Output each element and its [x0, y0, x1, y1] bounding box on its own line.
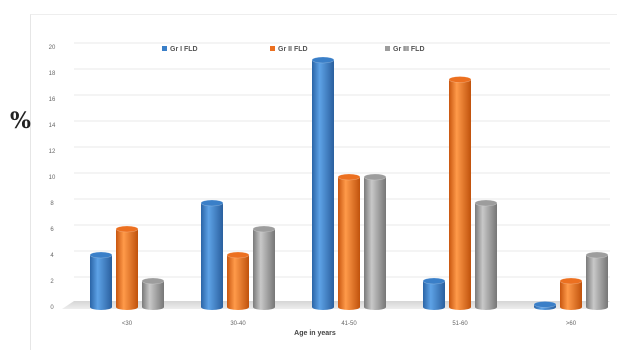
- x-tick-label: <30: [122, 321, 133, 327]
- legend-item: Gr II FLD: [270, 46, 308, 53]
- y-tick-label: 14: [49, 123, 56, 129]
- y-axis-label: %: [10, 108, 31, 134]
- y-tick-label: 18: [49, 71, 56, 77]
- bar: [226, 251, 250, 310]
- chart-frame: [30, 14, 617, 350]
- bar: [585, 251, 609, 310]
- y-tick-label: 2: [50, 279, 54, 285]
- bar: [363, 173, 387, 310]
- bars: [89, 56, 609, 310]
- bar: [422, 277, 446, 310]
- legend-label: Gr II FLD: [278, 46, 308, 53]
- legend: Gr I FLD Gr II FLD Gr III FLD: [162, 46, 425, 53]
- y-tick-label: 10: [49, 175, 56, 181]
- bar: [141, 277, 165, 310]
- bar: [252, 225, 276, 310]
- bar: [115, 225, 139, 310]
- legend-swatch: [385, 46, 390, 51]
- legend-item: Gr III FLD: [385, 46, 425, 53]
- x-tick-label: 51-60: [452, 321, 468, 327]
- bar: [448, 76, 472, 310]
- bar: [533, 301, 557, 310]
- y-tick-label: 4: [50, 253, 54, 259]
- gridlines: [74, 42, 610, 278]
- y-tick-label: 20: [49, 45, 56, 51]
- bar: [559, 277, 583, 310]
- y-tick-label: 0: [50, 305, 54, 311]
- bar: [200, 199, 224, 310]
- bar: [474, 199, 498, 310]
- x-tick-label: >60: [566, 321, 577, 327]
- x-tick-label: 30-40: [230, 321, 246, 327]
- legend-swatch: [270, 46, 275, 51]
- bar: [337, 173, 361, 310]
- y-tick-label: 6: [50, 227, 54, 233]
- x-tick-label: 41-50: [341, 321, 357, 327]
- y-tick-labels: 0 2 4 6 8 10 12 14 16 18 20: [49, 45, 56, 311]
- legend-label: Gr III FLD: [393, 46, 425, 53]
- legend-swatch: [162, 46, 167, 51]
- x-axis-label: Age in years: [294, 330, 336, 337]
- bar: [89, 251, 113, 310]
- y-tick-label: 12: [49, 149, 56, 155]
- legend-label: Gr I FLD: [170, 46, 198, 53]
- y-tick-label: 16: [49, 97, 56, 103]
- x-tick-labels: <30 30-40 41-50 51-60 >60: [122, 321, 577, 327]
- bar: [311, 56, 335, 310]
- legend-item: Gr I FLD: [162, 46, 198, 53]
- y-tick-label: 8: [50, 201, 54, 207]
- chart-floor: [62, 301, 610, 309]
